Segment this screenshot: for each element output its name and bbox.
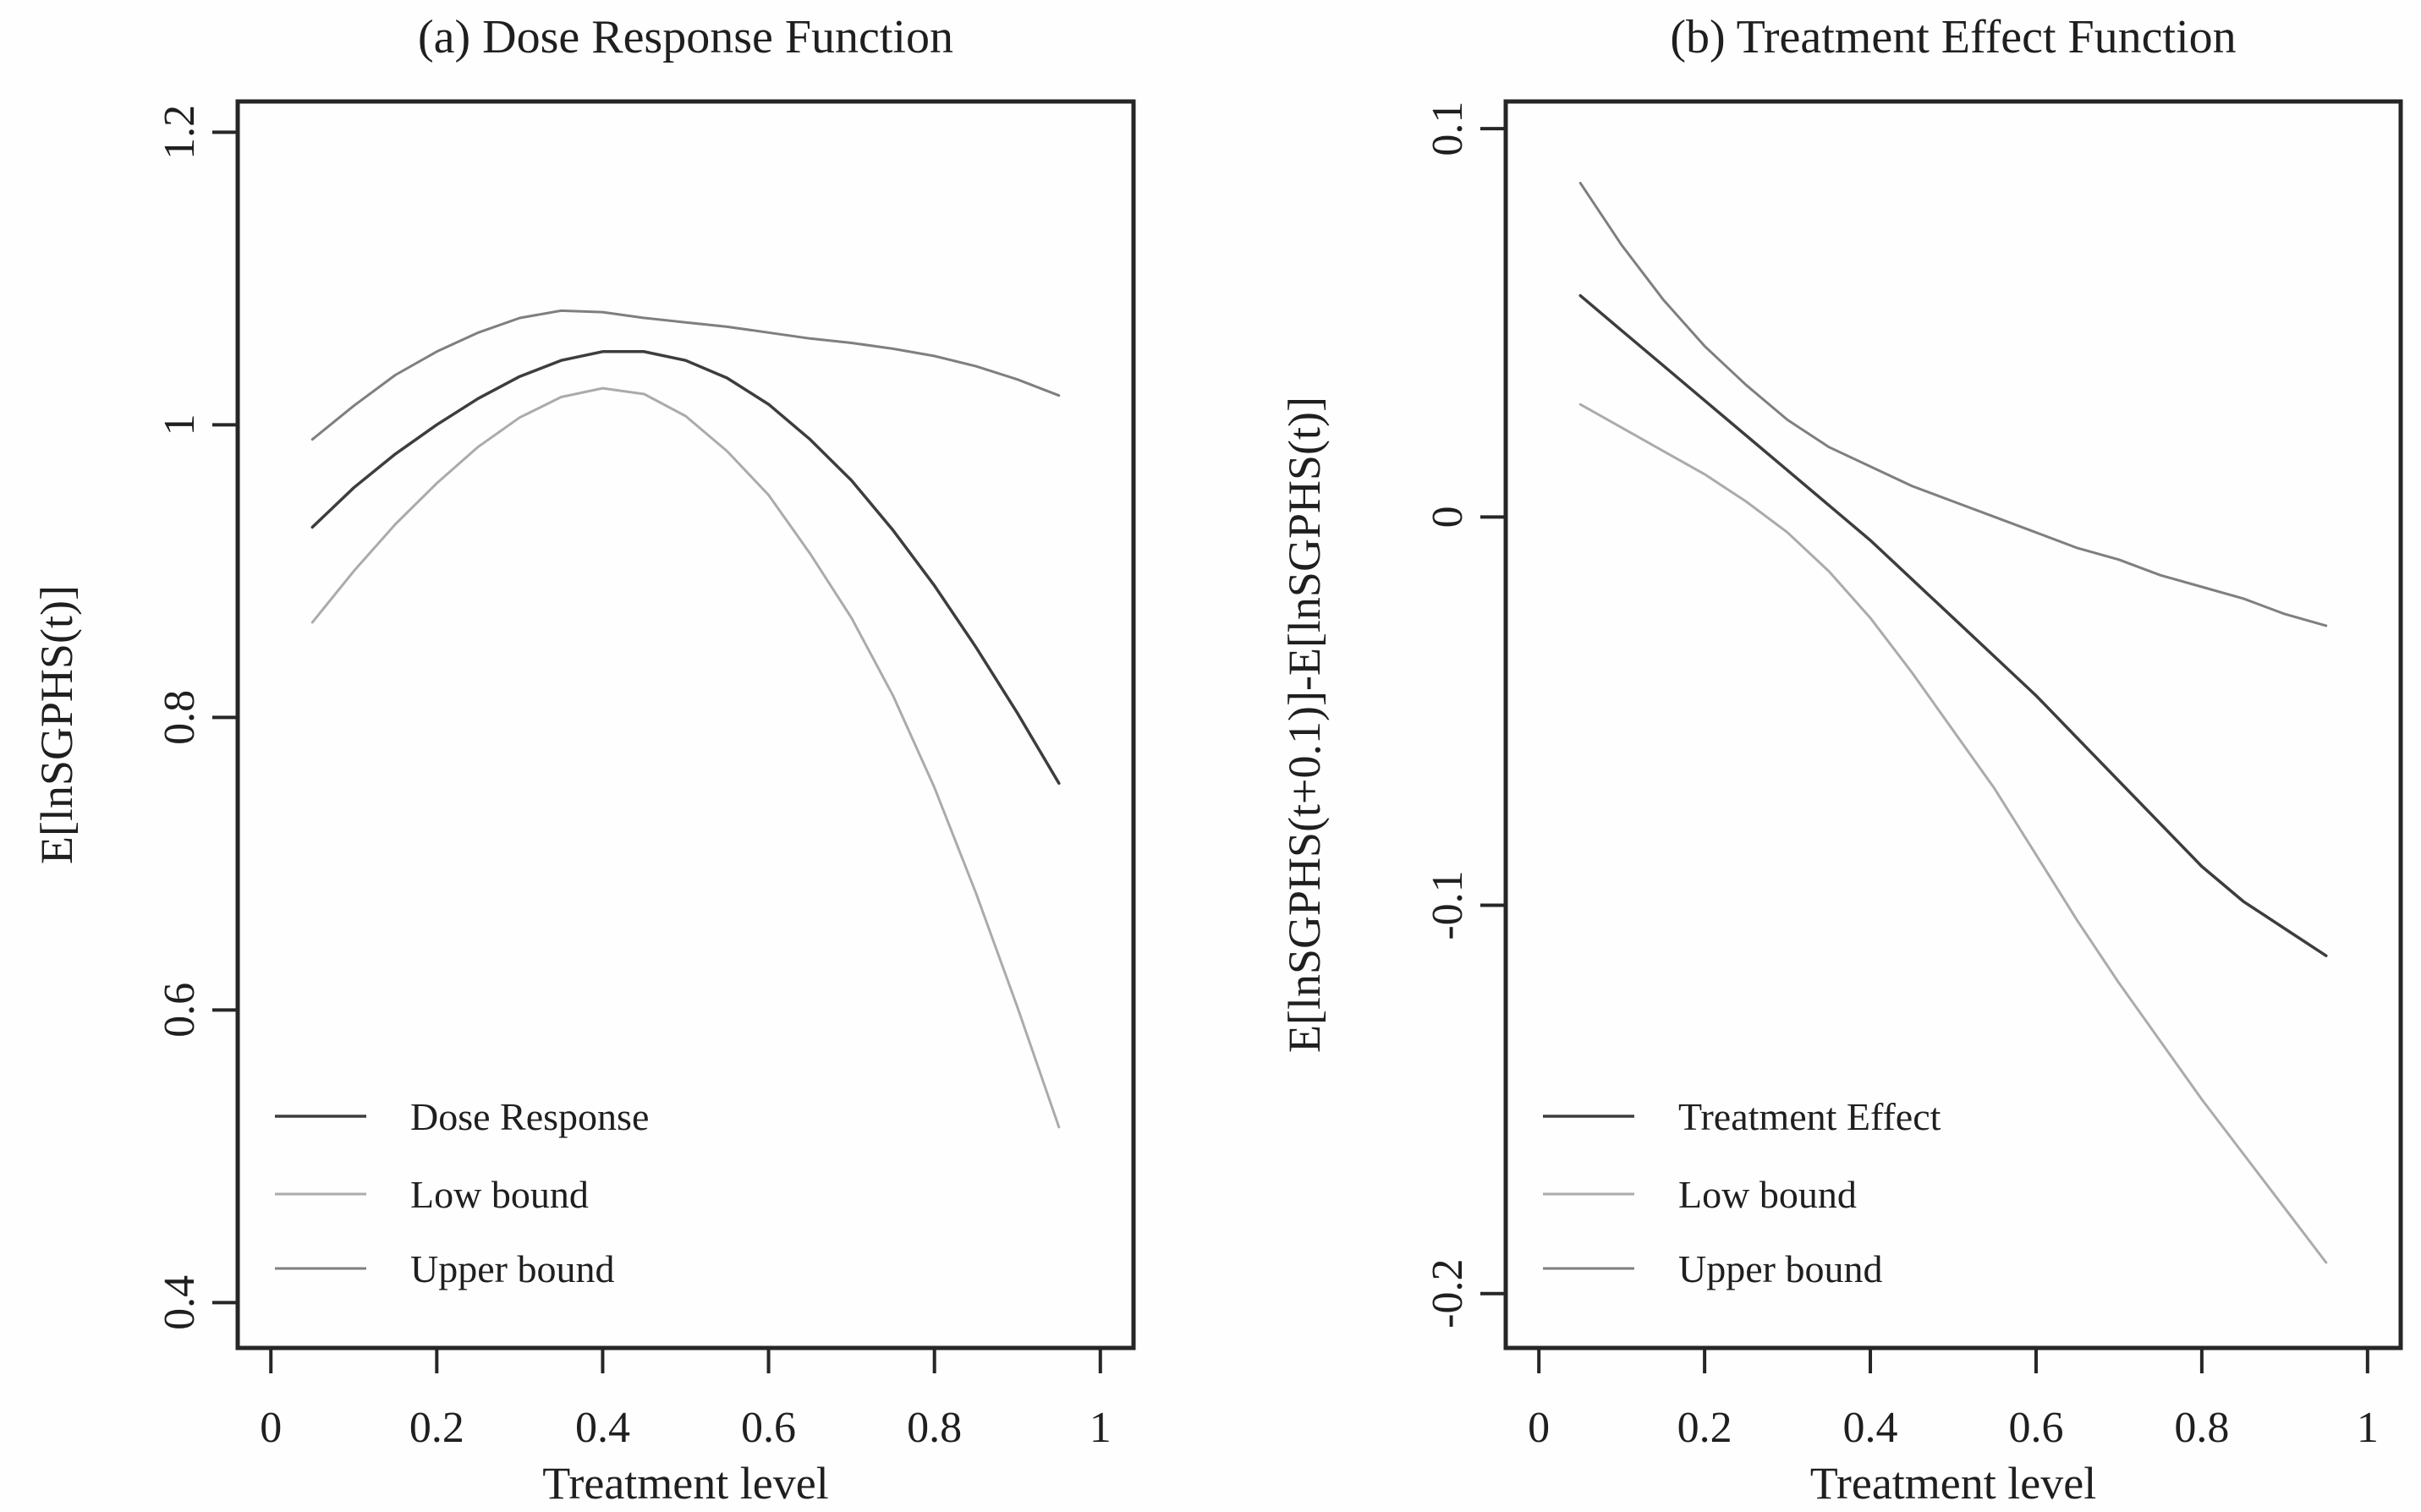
series-line-upper-bound bbox=[1578, 181, 2328, 627]
legend-label-treatment-effect: Treatment Effect bbox=[1678, 1095, 1941, 1138]
x-tick-label: 1 bbox=[1090, 1404, 1112, 1452]
legend-label-upper-bound: Upper bound bbox=[1678, 1247, 1882, 1290]
y-axis-label: E[lnSGPHS(t)] bbox=[31, 585, 82, 864]
x-tick-label: 0.6 bbox=[2008, 1404, 2063, 1452]
legend: Dose Response Low bound Upper bound bbox=[275, 1095, 649, 1290]
y-tick-label: 0.1 bbox=[1424, 101, 1472, 156]
y-tick-label: 0.6 bbox=[156, 983, 204, 1038]
y-tick-label: 0 bbox=[1424, 506, 1472, 528]
x-axis-label: Treatment level bbox=[1810, 1458, 2096, 1509]
legend: Treatment Effect Low bound Upper bound bbox=[1543, 1095, 1941, 1290]
panel-a-title: (a) Dose Response Function bbox=[418, 11, 953, 63]
x-tick-label: 1 bbox=[2357, 1404, 2379, 1452]
y-tick-label: -0.2 bbox=[1424, 1259, 1472, 1328]
series-line-treatment-effect bbox=[1578, 293, 2328, 957]
y-tick-label: 1.2 bbox=[156, 105, 204, 160]
y-tick-label: 1 bbox=[156, 414, 204, 436]
plot-frame bbox=[1503, 99, 2403, 1350]
series-line-low-bound bbox=[310, 386, 1061, 1129]
x-tick-label: 0.6 bbox=[741, 1404, 796, 1452]
legend-label-low-bound: Low bound bbox=[410, 1173, 589, 1216]
legend-label-upper-bound: Upper bound bbox=[410, 1247, 614, 1290]
legend-label-low-bound: Low bound bbox=[1678, 1173, 1857, 1216]
x-tick-label: 0.4 bbox=[575, 1404, 630, 1452]
series-line-dose-response bbox=[310, 350, 1061, 785]
x-tick-label: 0.8 bbox=[2174, 1404, 2229, 1452]
panel-a: (a) Dose Response Function 0 0.2 0.4 0.6 0.8 1… bbox=[31, 11, 1136, 1509]
legend-label-dose-response: Dose Response bbox=[410, 1095, 649, 1138]
x-tick-label: 0.2 bbox=[1677, 1404, 1732, 1452]
y-tick-label: -0.1 bbox=[1424, 870, 1472, 940]
x-tick-label: 0 bbox=[260, 1404, 282, 1452]
y-tick-label: 0.8 bbox=[156, 690, 204, 745]
series-line-upper-bound bbox=[310, 309, 1061, 441]
panel-b-title: (b) Treatment Effect Function bbox=[1670, 11, 2236, 63]
x-tick-label: 0.4 bbox=[1843, 1404, 1898, 1452]
x-tick-label: 0.8 bbox=[907, 1404, 962, 1452]
x-axis-label: Treatment level bbox=[542, 1458, 828, 1509]
y-tick-label: 0.4 bbox=[156, 1275, 204, 1330]
panel-b: (b) Treatment Effect Function 0 0.2 0.4 0.6 0… bbox=[1279, 11, 2403, 1509]
y-axis-label: E[lnSGPHS(t+0.1)]-E[lnSGPHS(t)] bbox=[1279, 397, 1330, 1053]
plot-frame bbox=[235, 99, 1136, 1350]
x-tick-label: 0.2 bbox=[409, 1404, 464, 1452]
x-tick-label: 0 bbox=[1528, 1404, 1550, 1452]
series-line-low-bound bbox=[1578, 403, 2328, 1264]
